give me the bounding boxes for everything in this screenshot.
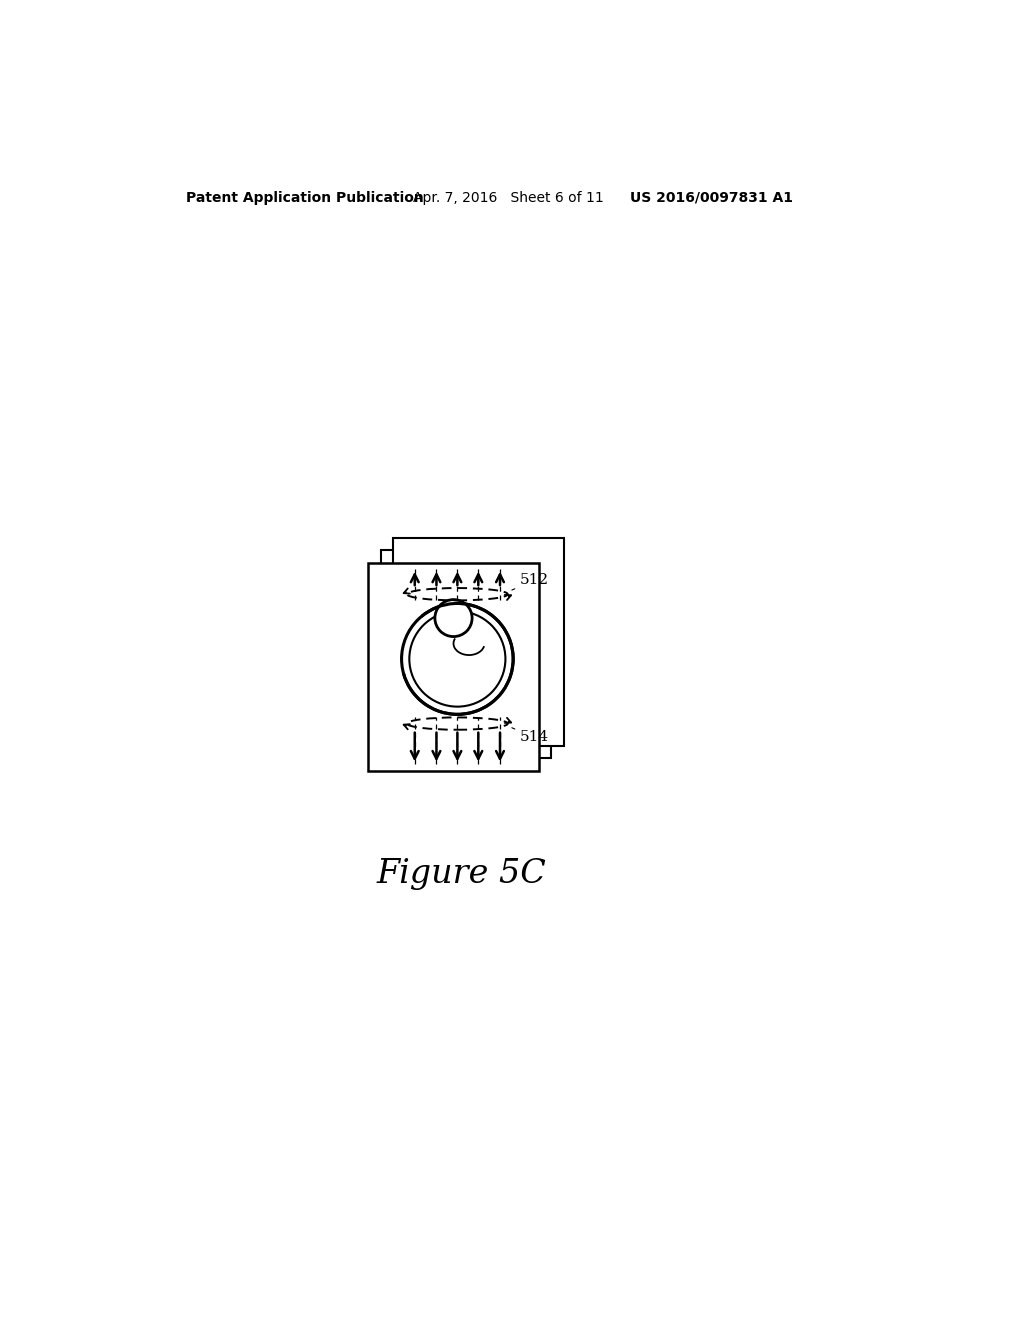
Text: 508: 508 bbox=[444, 639, 478, 657]
Text: 514: 514 bbox=[512, 727, 549, 744]
Text: Figure 5C: Figure 5C bbox=[377, 858, 546, 891]
Bar bbox=[369, 562, 539, 771]
Circle shape bbox=[401, 603, 513, 714]
Bar bbox=[381, 550, 551, 758]
Text: Patent Application Publication: Patent Application Publication bbox=[186, 191, 424, 205]
Text: 510: 510 bbox=[444, 661, 478, 678]
Bar bbox=[393, 539, 563, 746]
Text: 512: 512 bbox=[512, 573, 549, 590]
Text: Apr. 7, 2016   Sheet 6 of 11: Apr. 7, 2016 Sheet 6 of 11 bbox=[414, 191, 604, 205]
Text: US 2016/0097831 A1: US 2016/0097831 A1 bbox=[630, 191, 794, 205]
Circle shape bbox=[435, 599, 472, 636]
